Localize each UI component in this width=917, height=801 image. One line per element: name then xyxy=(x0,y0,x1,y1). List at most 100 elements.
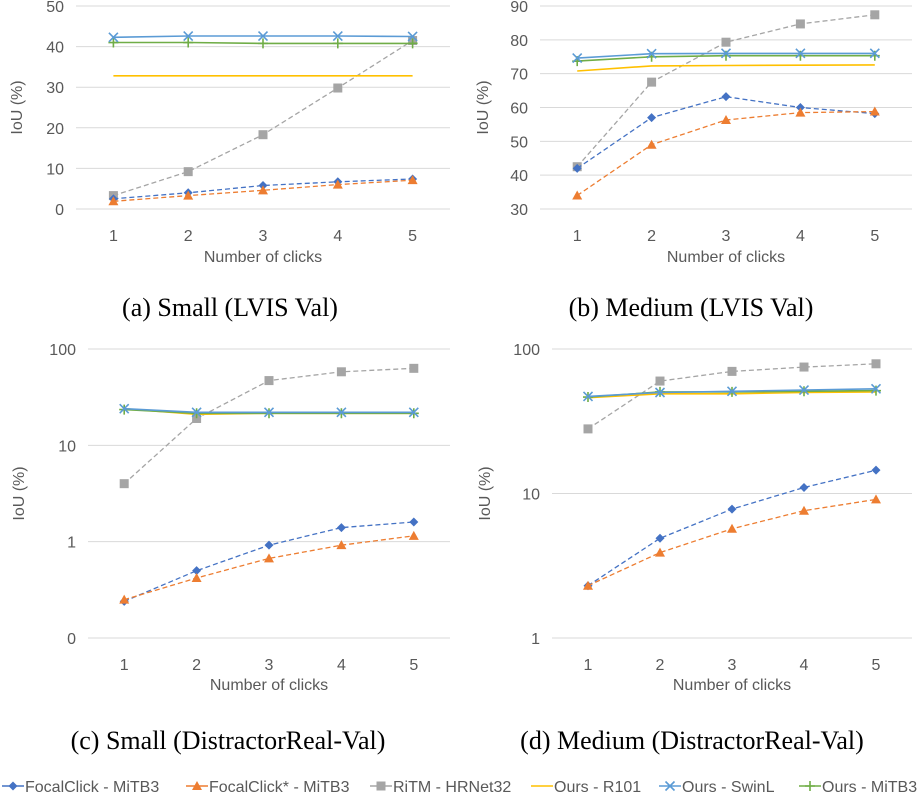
data-point-ours_swinl xyxy=(572,53,583,64)
y-tick-label: 10 xyxy=(58,438,76,455)
data-point-focalclick xyxy=(409,517,419,527)
data-point-ours_swinl xyxy=(726,386,738,397)
data-point-ours_mitb3 xyxy=(407,38,418,49)
data-point-ours_swinl xyxy=(263,407,275,418)
series-ours_swinl xyxy=(108,30,418,43)
data-point-ritm xyxy=(119,479,129,489)
data-point-ours_swinl xyxy=(332,30,343,42)
x-tick-label: 2 xyxy=(192,657,201,674)
data-point-ours_mitb3 xyxy=(871,385,881,396)
data-point-focalclick_star xyxy=(799,505,809,515)
data-point-ours_swinl xyxy=(720,48,732,59)
y-tick-label: 70 xyxy=(510,67,528,84)
data-point-ritm xyxy=(583,424,593,434)
y-tick-label: 60 xyxy=(510,101,528,118)
y-tick-label: 20 xyxy=(46,121,64,138)
series-line-focalclick_star xyxy=(576,110,875,197)
legend: FocalClick - MiTB3 FocalClick* - MiTB3 RiT… xyxy=(2,779,917,796)
data-point-focalclick xyxy=(336,523,346,533)
chart-panel-d: 1 10 100 1 2 3 4 5 Number of clicks IoU (%) xyxy=(477,342,912,694)
legend-label: Ours - SwinL xyxy=(682,779,775,796)
data-point-ours_mitb3 xyxy=(721,50,731,61)
data-point-focalclick_star xyxy=(258,185,268,195)
data-point-ours_swinl xyxy=(795,48,806,59)
data-point-ritm xyxy=(647,77,657,87)
y-tick-label: 10 xyxy=(522,487,540,504)
caption-b: (b) Medium (LVIS Val) xyxy=(569,293,814,322)
chart-panel-a: 0 10 20 30 40 50 1 2 3 4 5 Number of clicks IoU (%) xyxy=(9,0,450,266)
data-point-ours_mitb3 xyxy=(869,50,880,61)
data-point-focalclick_star xyxy=(727,523,737,533)
data-point-ritm xyxy=(192,413,202,423)
x-axis-label: Number of clicks xyxy=(210,677,328,694)
legend-item-ours_r101: Ours - R101 xyxy=(531,779,641,796)
y-tick-label: 1 xyxy=(67,535,76,552)
data-point-ritm xyxy=(870,10,880,20)
legend-marker-focalclick_star xyxy=(192,781,202,790)
data-point-focalclick_star xyxy=(336,540,347,550)
data-point-focalclick xyxy=(647,113,657,123)
caption-a: (a) Small (LVIS Val) xyxy=(122,293,338,322)
series-ours_r101 xyxy=(577,64,875,72)
data-point-focalclick xyxy=(795,103,805,112)
y-tick-label: 40 xyxy=(46,40,64,57)
chart-panel-c: 0 1 10 100 1 2 3 4 5 Number of clicks IoU (%) xyxy=(11,342,450,694)
legend-marker-ours_swinl xyxy=(664,780,676,792)
series-focalclick_star xyxy=(583,494,881,590)
x-tick-label: 3 xyxy=(259,228,268,245)
y-tick-label: 100 xyxy=(49,342,76,359)
x-tick-label: 4 xyxy=(337,657,346,674)
y-tick-label: 50 xyxy=(46,0,64,16)
data-point-focalclick_star xyxy=(408,530,419,540)
data-point-focalclick_star xyxy=(583,580,593,590)
data-point-ours_swinl xyxy=(582,391,594,402)
data-point-ours_swinl xyxy=(119,403,130,414)
data-point-ritm xyxy=(258,130,268,140)
y-tick-label: 0 xyxy=(55,202,64,219)
series-focalclick xyxy=(572,92,880,173)
x-axis-label: Number of clicks xyxy=(204,249,322,266)
data-point-ritm xyxy=(795,19,805,29)
series-line-focalclick xyxy=(576,96,875,169)
data-point-ours_swinl xyxy=(654,387,666,398)
x-tick-label: 1 xyxy=(109,228,118,245)
data-point-ours_swinl xyxy=(257,30,269,42)
series-ritm xyxy=(572,10,880,172)
series-line-ritm xyxy=(587,363,877,430)
x-tick-label: 3 xyxy=(265,657,274,674)
data-point-ours_swinl xyxy=(869,48,880,59)
data-point-focalclick xyxy=(721,92,731,102)
x-tick-label: 3 xyxy=(728,657,737,674)
x-tick-label: 4 xyxy=(796,228,805,245)
y-tick-label: 10 xyxy=(46,161,64,178)
data-point-focalclick_star xyxy=(572,190,583,200)
data-point-ritm xyxy=(655,376,665,386)
data-point-ritm xyxy=(871,359,881,369)
data-point-focalclick_star xyxy=(108,196,119,206)
x-tick-label: 1 xyxy=(573,228,582,245)
data-point-focalclick_star xyxy=(191,572,202,582)
data-point-focalclick xyxy=(572,163,582,173)
data-point-ours_swinl xyxy=(183,30,194,42)
data-point-focalclick xyxy=(192,566,202,576)
series-line-ritm xyxy=(113,39,413,197)
data-point-ritm xyxy=(183,167,193,177)
data-point-ours_swinl xyxy=(108,32,119,43)
data-point-focalclick_star xyxy=(721,115,731,125)
series-ours_mitb3 xyxy=(108,37,418,49)
series-ritm xyxy=(119,363,419,489)
x-tick-label: 5 xyxy=(409,657,418,674)
legend-label: FocalClick* - MiTB3 xyxy=(209,779,350,796)
data-point-ours_mitb3 xyxy=(183,37,194,48)
data-point-focalclick_star xyxy=(869,106,880,116)
data-point-focalclick xyxy=(264,540,274,550)
x-tick-label: 1 xyxy=(584,657,593,674)
data-point-ours_mitb3 xyxy=(108,37,119,48)
data-point-focalclick_star xyxy=(119,594,130,604)
series-focalclick_star xyxy=(108,175,418,206)
y-tick-label: 50 xyxy=(510,134,528,151)
data-point-focalclick_star xyxy=(655,547,665,557)
legend-label: Ours - R101 xyxy=(554,779,641,796)
chart-panel-b: 30 40 50 60 70 80 90 1 2 3 4 5 Number of clicks IoU (… xyxy=(475,0,912,266)
data-point-focalclick_star xyxy=(264,553,274,563)
